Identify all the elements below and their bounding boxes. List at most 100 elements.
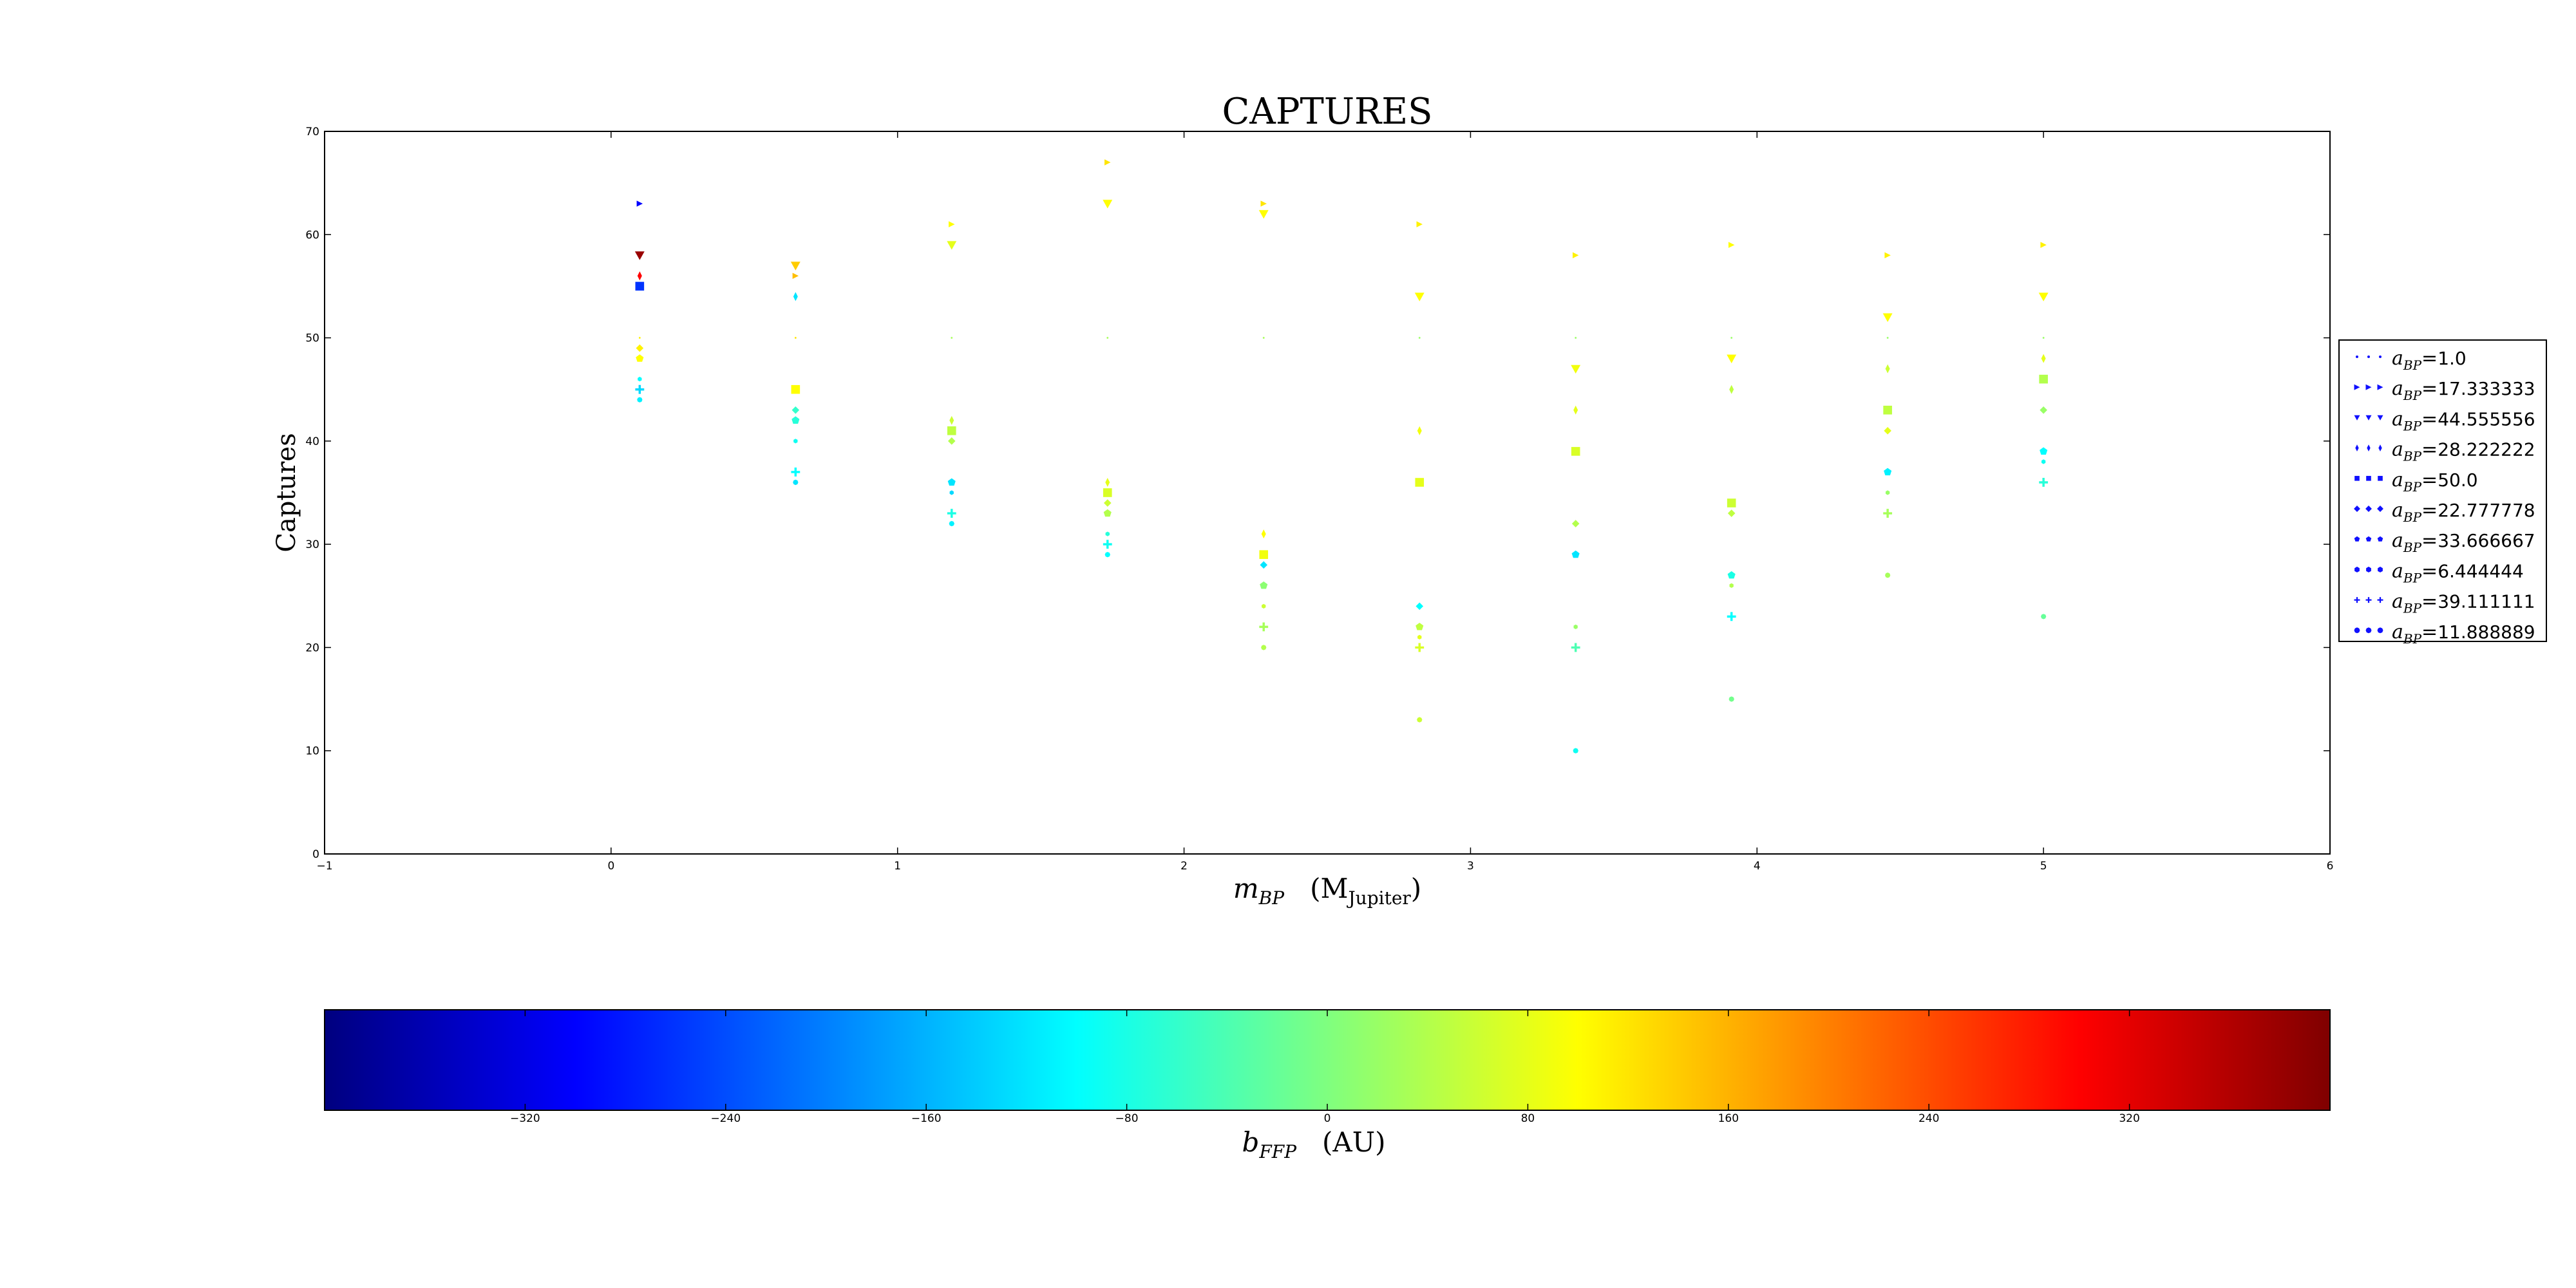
legend-label: aBP=50.0: [2392, 469, 2478, 495]
data-point: [2040, 242, 2047, 249]
legend-label: aBP=33.666667: [2392, 529, 2535, 555]
data-point: [1571, 643, 1580, 652]
data-point: [1573, 405, 1578, 415]
legend-value: 28.222222: [2438, 439, 2535, 460]
data-point: [947, 437, 956, 445]
data-point: [1883, 509, 1893, 518]
data-point: [1415, 478, 1425, 487]
data-point: [949, 520, 954, 527]
data-point: [1884, 468, 1892, 476]
legend-marker: [2377, 415, 2383, 421]
legend-label: aBP=1.0: [2392, 347, 2467, 373]
data-point: [794, 337, 797, 339]
data-point: [1885, 364, 1890, 374]
data-point: [1104, 552, 1110, 558]
data-point: [637, 397, 643, 402]
data-point: [1416, 623, 1424, 630]
y-tick-label: 30: [305, 538, 319, 551]
data-point: [1106, 337, 1109, 339]
legend-label: aBP=39.111111: [2392, 591, 2535, 616]
data-point: [1262, 337, 1265, 339]
y-tick-label: 60: [305, 229, 319, 242]
x-label-unit-open: (M: [1310, 873, 1348, 904]
legend-value: 22.777778: [2438, 500, 2535, 521]
y-tick-label: 0: [312, 848, 319, 861]
legend-marker: [2367, 444, 2371, 451]
legend-eq: =: [2421, 377, 2438, 400]
data-points: [634, 159, 2049, 753]
colorbar-tick-label: 80: [1521, 1112, 1535, 1125]
data-point: [635, 384, 645, 394]
x-tick-label: 3: [1467, 860, 1474, 873]
legend-marker: [2377, 627, 2383, 634]
data-point: [1727, 354, 1737, 364]
legend-eq: =: [2421, 591, 2438, 613]
data-point: [1727, 612, 1736, 621]
legend-marker: [2354, 475, 2360, 481]
legend-symbol: a: [2392, 499, 2403, 522]
legend-box: [2338, 339, 2547, 642]
data-point: [793, 479, 799, 486]
x-axis: −1 0 1 2 3 4 5 6: [316, 131, 2333, 873]
data-point: [949, 490, 954, 495]
data-point: [1103, 540, 1112, 549]
data-point: [1729, 583, 1734, 588]
legend-symbol: a: [2392, 621, 2403, 643]
data-point: [1258, 210, 1269, 219]
legend-label: aBP=11.888889: [2392, 621, 2535, 647]
legend-marker: [2365, 415, 2372, 421]
legend-eq: =: [2421, 560, 2438, 582]
colorbar-ticks: −320 −240 −160 −80 0 80 160 240 320: [510, 1010, 2140, 1125]
data-point: [792, 272, 799, 279]
data-point: [1882, 313, 1893, 322]
x-tick-label: 0: [607, 860, 614, 873]
data-point: [1261, 529, 1266, 539]
data-point: [1104, 159, 1111, 166]
data-point: [1571, 520, 1580, 527]
y-axis: 0 10 20 30 40 50 60 70: [305, 126, 2330, 861]
legend-marker: [2365, 627, 2372, 634]
data-point: [1730, 337, 1733, 339]
data-point: [1416, 221, 1423, 227]
data-point: [1415, 643, 1425, 652]
legend-sub: BP: [2403, 601, 2422, 616]
colorbar-tick-label: −160: [911, 1112, 942, 1125]
legend-value: 1.0: [2438, 348, 2467, 369]
chart-title: CAPTURES: [1222, 91, 1433, 133]
data-point: [1260, 561, 1268, 569]
data-point: [2041, 614, 2047, 620]
data-point: [1103, 509, 1112, 517]
x-axis-label: mBP (MJupiter): [1233, 873, 1421, 909]
legend-symbol: a: [2392, 408, 2403, 430]
legend-marker: [2365, 597, 2372, 603]
data-point: [2038, 292, 2049, 301]
legend-marker: [2354, 536, 2360, 542]
data-point: [1571, 365, 1581, 374]
legend-value: 6.444444: [2438, 560, 2524, 582]
data-point: [2040, 447, 2048, 455]
data-point: [1260, 200, 1267, 207]
data-point: [790, 261, 800, 270]
data-point: [1572, 252, 1579, 259]
data-point: [1418, 337, 1421, 339]
legend-marker: [2366, 566, 2371, 573]
legend-marker: [2355, 355, 2359, 359]
legend-eq: =: [2421, 499, 2438, 522]
data-point: [636, 354, 644, 362]
legend-sub: BP: [2403, 357, 2422, 373]
data-point: [1417, 426, 1422, 435]
data-point: [1886, 337, 1889, 339]
legend-sub: BP: [2403, 388, 2422, 403]
legend-eq: =: [2421, 439, 2438, 461]
colorbar-tick-label: −240: [710, 1112, 741, 1125]
data-point: [2041, 354, 2046, 363]
legend-eq: =: [2421, 621, 2438, 643]
legend-marker: [2377, 536, 2383, 542]
x-tick-label: 4: [1754, 860, 1761, 873]
legend-marker: [2378, 475, 2383, 481]
legend-sub: BP: [2403, 479, 2422, 495]
colorbar-tick-label: 240: [1918, 1112, 1939, 1125]
legend-marker: [2378, 566, 2383, 573]
legend-marker: [2354, 627, 2360, 634]
data-point: [1103, 200, 1113, 209]
